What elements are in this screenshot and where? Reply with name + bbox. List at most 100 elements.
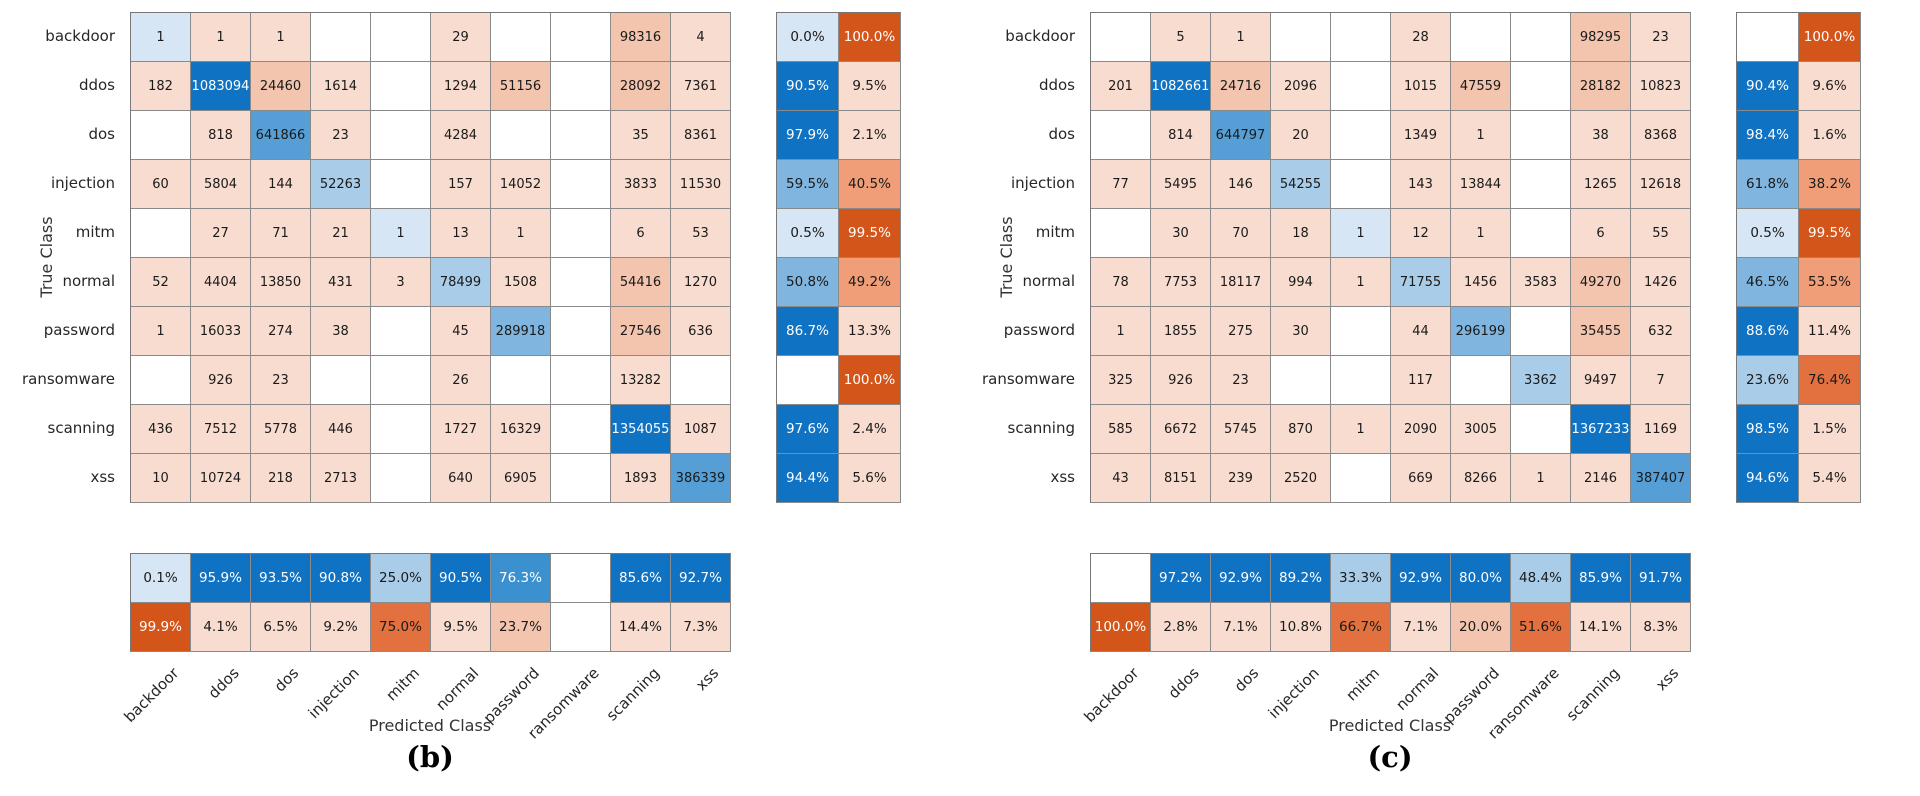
matrix-cell bbox=[551, 307, 611, 356]
matrix-cell bbox=[311, 356, 371, 405]
matrix-cell: 325 bbox=[1091, 356, 1151, 405]
matrix-cell bbox=[1091, 13, 1151, 62]
matrix-cell: 1426 bbox=[1631, 258, 1691, 307]
matrix-cell: 1.5% bbox=[1799, 405, 1861, 454]
matrix-cell: 54255 bbox=[1271, 160, 1331, 209]
matrix-cell: 143 bbox=[1391, 160, 1451, 209]
matrix-cell: 1456 bbox=[1451, 258, 1511, 307]
matrix-cell: 7361 bbox=[671, 62, 731, 111]
matrix-cell: 11.4% bbox=[1799, 307, 1861, 356]
matrix-cell: 91.7% bbox=[1631, 554, 1691, 603]
column-label: dos bbox=[271, 664, 303, 696]
confusion-matrix-grid: 5 1 28 98295 23 201 1082661 24716 2096 1015 47559 2… bbox=[1090, 12, 1691, 503]
matrix-cell: 52 bbox=[131, 258, 191, 307]
row-label: mitm bbox=[1035, 223, 1075, 241]
matrix-cell: 1 bbox=[1451, 209, 1511, 258]
matrix-cell bbox=[131, 209, 191, 258]
matrix-cell: 1270 bbox=[671, 258, 731, 307]
matrix-cell: 1265 bbox=[1571, 160, 1631, 209]
matrix-cell bbox=[131, 356, 191, 405]
matrix-cell: 20.0% bbox=[1451, 603, 1511, 652]
matrix-cell: 99.9% bbox=[131, 603, 191, 652]
matrix-cell: 11530 bbox=[671, 160, 731, 209]
matrix-cell bbox=[371, 454, 431, 503]
matrix-cell: 1367233 bbox=[1571, 405, 1631, 454]
row-label: scanning bbox=[1007, 419, 1075, 437]
matrix-cell: 9497 bbox=[1571, 356, 1631, 405]
matrix-cell: 71 bbox=[251, 209, 311, 258]
row-label: password bbox=[1003, 321, 1075, 339]
matrix-cell: 4404 bbox=[191, 258, 251, 307]
row-labels: backdoor ddos dos injection mitm normal passwo… bbox=[0, 12, 124, 502]
matrix-cell bbox=[1271, 13, 1331, 62]
matrix-cell: 1 bbox=[1451, 111, 1511, 160]
matrix-cell: 10724 bbox=[191, 454, 251, 503]
matrix-cell: 59.5% bbox=[777, 160, 839, 209]
matrix-cell: 47559 bbox=[1451, 62, 1511, 111]
matrix-cell: 431 bbox=[311, 258, 371, 307]
matrix-cell: 100.0% bbox=[1091, 603, 1151, 652]
matrix-cell: 8151 bbox=[1151, 454, 1211, 503]
matrix-cell: 9.6% bbox=[1799, 62, 1861, 111]
matrix-cell: 1169 bbox=[1631, 405, 1691, 454]
matrix-cell bbox=[1091, 111, 1151, 160]
matrix-cell: 117 bbox=[1391, 356, 1451, 405]
row-label: dos bbox=[88, 125, 115, 143]
matrix-cell: 9.5% bbox=[431, 603, 491, 652]
matrix-cell: 38 bbox=[311, 307, 371, 356]
matrix-cell: 1082661 bbox=[1151, 62, 1211, 111]
column-label: injection bbox=[1264, 664, 1323, 723]
matrix-cell: 1727 bbox=[431, 405, 491, 454]
matrix-cell bbox=[1511, 62, 1571, 111]
row-labels: backdoor ddos dos injection mitm normal passwo… bbox=[960, 12, 1084, 502]
matrix-cell bbox=[1331, 160, 1391, 209]
matrix-cell: 585 bbox=[1091, 405, 1151, 454]
matrix-cell: 1 bbox=[491, 209, 551, 258]
matrix-cell: 98.5% bbox=[1737, 405, 1799, 454]
matrix-cell: 16033 bbox=[191, 307, 251, 356]
matrix-cell: 43 bbox=[1091, 454, 1151, 503]
matrix-cell: 239 bbox=[1211, 454, 1271, 503]
matrix-cell: 1087 bbox=[671, 405, 731, 454]
matrix-cell: 94.4% bbox=[777, 454, 839, 503]
matrix-cell: 92.7% bbox=[671, 554, 731, 603]
matrix-cell: 201 bbox=[1091, 62, 1151, 111]
matrix-cell: 23 bbox=[1631, 13, 1691, 62]
matrix-cell: 55 bbox=[1631, 209, 1691, 258]
matrix-cell: 1349 bbox=[1391, 111, 1451, 160]
matrix-cell: 6 bbox=[1571, 209, 1631, 258]
matrix-cell: 1508 bbox=[491, 258, 551, 307]
row-label: ddos bbox=[78, 76, 115, 94]
row-label: xss bbox=[1050, 468, 1075, 486]
matrix-cell: 78499 bbox=[431, 258, 491, 307]
matrix-cell: 24716 bbox=[1211, 62, 1271, 111]
matrix-cell: 27546 bbox=[611, 307, 671, 356]
matrix-cell: 23.7% bbox=[491, 603, 551, 652]
matrix-cell: 1294 bbox=[431, 62, 491, 111]
matrix-cell: 26 bbox=[431, 356, 491, 405]
matrix-cell bbox=[551, 160, 611, 209]
matrix-cell: 21 bbox=[311, 209, 371, 258]
matrix-cell: 814 bbox=[1151, 111, 1211, 160]
matrix-cell: 18 bbox=[1271, 209, 1331, 258]
matrix-cell: 10 bbox=[131, 454, 191, 503]
row-label: ddos bbox=[1038, 76, 1075, 94]
matrix-cell: 641866 bbox=[251, 111, 311, 160]
matrix-cell bbox=[491, 356, 551, 405]
matrix-cell: 296199 bbox=[1451, 307, 1511, 356]
matrix-cell bbox=[1511, 405, 1571, 454]
matrix-cell: 53 bbox=[671, 209, 731, 258]
matrix-cell: 0.5% bbox=[777, 209, 839, 258]
matrix-cell: 2.8% bbox=[1151, 603, 1211, 652]
matrix-cell bbox=[1091, 554, 1151, 603]
matrix-cell: 54416 bbox=[611, 258, 671, 307]
matrix-cell: 4284 bbox=[431, 111, 491, 160]
matrix-cell: 90.8% bbox=[311, 554, 371, 603]
row-label: normal bbox=[1022, 272, 1075, 290]
matrix-cell: 7.1% bbox=[1391, 603, 1451, 652]
matrix-cell: 97.2% bbox=[1151, 554, 1211, 603]
matrix-cell: 29 bbox=[431, 13, 491, 62]
matrix-cell: 90.5% bbox=[777, 62, 839, 111]
matrix-cell: 35455 bbox=[1571, 307, 1631, 356]
matrix-cell: 14052 bbox=[491, 160, 551, 209]
